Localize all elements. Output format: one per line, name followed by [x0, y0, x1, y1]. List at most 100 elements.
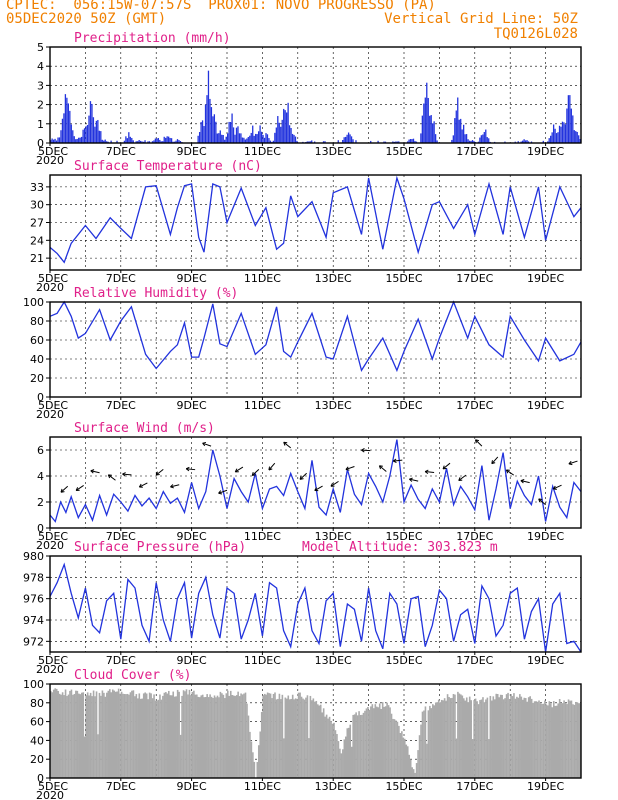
cloud-bar	[409, 759, 412, 778]
precip-bar	[253, 135, 255, 143]
cloud-bar	[364, 710, 366, 778]
cloud-bar	[524, 698, 527, 778]
precip-bar	[294, 136, 297, 143]
cloud-bar	[347, 727, 350, 778]
cloud-bar	[516, 696, 518, 778]
precip-bar	[426, 82, 428, 143]
cloud-bar	[356, 715, 359, 778]
cloud-bar	[457, 691, 459, 778]
precip-bar	[287, 102, 289, 143]
precip-bar	[293, 134, 295, 143]
cloud-bar	[578, 703, 580, 778]
wind-arrow	[268, 462, 276, 471]
cloud-bar	[482, 697, 484, 778]
wind-arrow-head	[475, 439, 480, 442]
precip-bar	[396, 141, 398, 143]
cloud-bar	[402, 737, 405, 778]
precip-bar	[228, 121, 230, 143]
wind-arrow	[379, 465, 387, 472]
cloud-bar	[163, 692, 166, 778]
precip-bar	[291, 133, 294, 143]
x-tick-label: 17DEC	[456, 780, 493, 793]
cloud-bar	[386, 702, 388, 778]
wind-arrow-head	[218, 492, 223, 495]
precip-bar	[57, 137, 59, 143]
precip-bar	[552, 124, 555, 143]
wind-arrow	[425, 471, 435, 473]
precip-bar	[165, 137, 167, 143]
year-label: 2020	[36, 281, 64, 294]
wind-arrow-head	[90, 469, 95, 472]
precip-bar	[55, 140, 58, 143]
wind-arrow-head	[170, 484, 174, 488]
precip-bar	[89, 101, 92, 143]
precip-bar	[523, 139, 525, 143]
cloud-bar	[51, 692, 54, 778]
wind-arrow-head	[300, 478, 304, 480]
cloud-bar	[72, 694, 74, 778]
x-tick-label: 15DEC	[385, 272, 422, 285]
precip-bar	[311, 140, 313, 143]
cloud-bar	[234, 696, 236, 778]
cloud-bar	[64, 689, 67, 778]
wind-arrow-head	[185, 466, 190, 470]
cloud-bar	[327, 718, 329, 778]
precip-bar	[352, 139, 354, 143]
header-date-line: 05DEC2020 50Z (GMT)	[6, 11, 167, 27]
cloud-bar	[85, 695, 87, 778]
precip-bar	[63, 113, 65, 143]
cloud-bar	[165, 692, 167, 778]
cloud-bar	[225, 693, 228, 778]
cloud-bar	[569, 700, 571, 778]
cloud-bar	[429, 705, 431, 778]
cloud-bar	[79, 694, 82, 778]
x-tick-label: 9DEC	[177, 780, 207, 793]
cloud-bar	[82, 692, 85, 778]
wind-arrow-head	[122, 473, 126, 477]
y-tick-label: 40	[30, 734, 44, 747]
precip-bar	[429, 115, 431, 143]
cloud-bar	[104, 696, 107, 778]
cloud-bar	[474, 698, 477, 778]
cloud-bar	[544, 700, 546, 778]
cloud-bar	[389, 707, 391, 778]
temperature-title: Surface Temperature (nC)	[74, 159, 262, 174]
x-tick-label: 13DEC	[315, 780, 352, 793]
precip-bar	[308, 141, 310, 143]
cloud-bar	[563, 700, 565, 778]
cloud-bar	[370, 706, 372, 778]
cloud-bar	[555, 705, 558, 778]
wind-arrow-head	[409, 478, 413, 482]
precip-bar	[101, 139, 103, 143]
y-tick-label: 5	[37, 41, 44, 54]
precip-bar	[427, 97, 429, 143]
precip-bar	[144, 140, 146, 143]
precip-bar	[52, 139, 55, 143]
x-tick-label: 5DEC	[38, 654, 68, 667]
precip-bar	[175, 140, 177, 143]
cloud-bar	[454, 694, 456, 778]
precip-bar	[554, 128, 556, 143]
cloud-bar	[384, 706, 387, 778]
cloud-bar	[290, 698, 293, 778]
cloud-bar	[439, 702, 441, 778]
cloud-bar	[209, 694, 211, 778]
cloud-bar	[216, 695, 219, 778]
y-tick-label: 0	[37, 522, 44, 535]
cloud-bar	[98, 692, 101, 778]
cloud-bar	[190, 695, 192, 778]
cloud-bar	[432, 704, 434, 778]
cloud-bar	[243, 693, 245, 778]
precip-bar	[221, 134, 223, 143]
cloud-bar	[268, 693, 270, 778]
cloud-bar	[436, 702, 439, 778]
wind-arrow	[409, 478, 419, 482]
wind-arrow-head	[491, 462, 496, 465]
cloud-bar	[70, 689, 73, 778]
y-tick-label: 80	[30, 697, 44, 710]
cloud-bar	[306, 695, 309, 778]
y-tick-label: 980	[23, 550, 44, 563]
x-tick-label: 19DEC	[527, 780, 564, 793]
cloud-bar	[345, 736, 347, 778]
cloud-bar	[423, 710, 425, 778]
